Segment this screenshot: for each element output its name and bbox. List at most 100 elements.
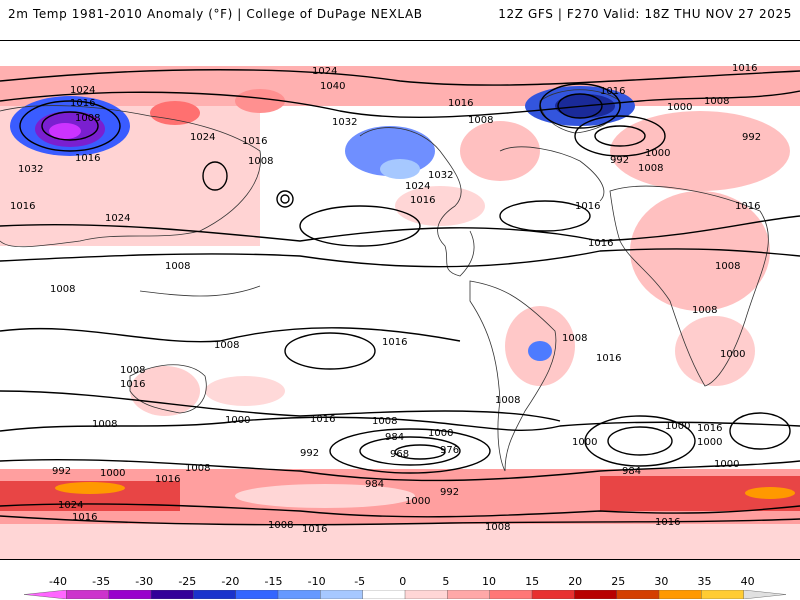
- isobar-label: 1008: [468, 115, 493, 126]
- legend-color-swatch: [616, 590, 660, 599]
- isobar-label: 1016: [72, 512, 97, 523]
- legend-color-swatch: [574, 590, 618, 599]
- isobar-label: 1008: [562, 333, 587, 344]
- legend-color-swatch: [404, 590, 449, 599]
- legend-tick-label: -30: [135, 575, 154, 588]
- isobar-label: 1000: [714, 459, 739, 470]
- legend-tick-label: -5: [354, 575, 366, 588]
- isobar-label: 1016: [448, 98, 473, 109]
- isobar-label: 1016: [588, 238, 613, 249]
- isobar-label: 1008: [165, 261, 190, 272]
- legend-color-swatch: [320, 590, 364, 599]
- isobar-label: 1008: [715, 261, 740, 272]
- isobar-label: 1008: [75, 113, 100, 124]
- isobar-label: 1000: [697, 437, 722, 448]
- legend-color-swatch: [24, 590, 67, 599]
- isobar-label: 1016: [575, 201, 600, 212]
- anomaly-shading: [0, 66, 800, 559]
- legend-colorbar: [24, 590, 786, 599]
- isobar-label: 1040: [320, 81, 345, 92]
- isobar-label: 992: [440, 487, 459, 498]
- isobar-labels: 1024 1016 1040 1024 1016 1008 1016 1032 …: [10, 63, 761, 535]
- legend-color-swatch: [235, 590, 279, 599]
- isobar-label: 1000: [405, 496, 430, 507]
- legend-color-swatch: [150, 590, 195, 599]
- legend-tick-label: 10: [482, 575, 496, 588]
- legend-tick-label: -10: [307, 575, 326, 588]
- isobar-label: 1008: [185, 463, 210, 474]
- legend-color-swatch: [701, 590, 745, 599]
- isobar-label: 1008: [214, 340, 239, 351]
- isobar-label: 1000: [645, 148, 670, 159]
- isobar-label: 1016: [10, 201, 35, 212]
- legend-tick-label: 0: [399, 575, 407, 588]
- isobar-label: 1032: [18, 164, 43, 175]
- legend-tick-label: 5: [442, 575, 450, 588]
- isobar-label: 1016: [242, 136, 267, 147]
- isobar-label: 1008: [268, 520, 293, 531]
- legend-tick-label: 30: [654, 575, 669, 588]
- isobar-label: 1000: [720, 349, 745, 360]
- pressure-isobars: [0, 69, 800, 526]
- isobar-label: 1016: [382, 337, 407, 348]
- isobar-label: 1000: [572, 437, 597, 448]
- legend-color-swatch: [658, 590, 703, 599]
- legend-color-swatch: [277, 590, 322, 599]
- isobar-label: 1008: [120, 365, 145, 376]
- isobar-label: 1024: [105, 213, 130, 224]
- isobar-label: 984: [365, 479, 384, 490]
- isobar-label: 1008: [704, 96, 729, 107]
- isobar-label: 1016: [155, 474, 180, 485]
- legend-tick-label: 15: [525, 575, 540, 588]
- legend-color-swatch: [108, 590, 152, 599]
- isobar-label: 1008: [372, 416, 397, 427]
- isobar-label: 1016: [735, 201, 760, 212]
- isobar-label: 992: [610, 155, 629, 166]
- isobar-label: 1008: [248, 156, 273, 167]
- legend-tick-label: -40: [49, 575, 67, 588]
- anomaly-map: 1024 1016 1040 1024 1016 1008 1016 1032 …: [0, 40, 800, 560]
- legend-color-swatch: [743, 590, 786, 599]
- isobar-label: 968: [390, 449, 409, 460]
- isobar-label: 1016: [732, 63, 757, 74]
- legend-tick-label: -35: [92, 575, 111, 588]
- legend-tick-label: -20: [221, 575, 240, 588]
- isobar-label: 1016: [410, 195, 435, 206]
- isobar-label: 1000: [100, 468, 125, 479]
- isobar-label: 1024: [58, 500, 83, 511]
- coastlines: [0, 89, 769, 472]
- legend-color-swatch: [66, 590, 110, 599]
- isobar-label: 1008: [692, 305, 717, 316]
- isobar-label: 1000: [428, 428, 453, 439]
- isobar-label: 1032: [332, 117, 357, 128]
- isobar-label: 1000: [225, 415, 250, 426]
- isobar-label: 1024: [312, 66, 337, 77]
- isobar-label: 1000: [665, 421, 690, 432]
- legend-tick-label: 20: [568, 575, 583, 588]
- isobar-label: 992: [52, 466, 71, 477]
- isobar-label: 1016: [600, 86, 625, 97]
- isobar-label: 1032: [428, 170, 453, 181]
- isobar-label: 1016: [302, 524, 327, 535]
- legend-color-swatch: [447, 590, 491, 599]
- isobar-label: 1016: [70, 98, 95, 109]
- isobar-label: 1016: [697, 423, 722, 434]
- isobar-label: 1016: [75, 153, 100, 164]
- model-run-info: 12Z GFS | F270 Valid: 18Z THU NOV 27 202…: [498, 7, 792, 21]
- isobar-label: 1024: [405, 181, 430, 192]
- map-title: 2m Temp 1981-2010 Anomaly (°F) | College…: [8, 7, 423, 21]
- legend-tick-label: -15: [264, 575, 283, 588]
- legend-color-swatch: [193, 590, 237, 599]
- isobar-label: 1000: [667, 102, 692, 113]
- isobar-label: 1016: [596, 353, 621, 364]
- isobar-label: 1008: [485, 522, 510, 533]
- isobar-label: 1024: [70, 85, 95, 96]
- isobar-label: 992: [742, 132, 761, 143]
- isobar-label: 1016: [655, 517, 680, 528]
- isobar-label: 1008: [92, 419, 117, 430]
- isobar-label: 1008: [638, 163, 663, 174]
- legend-color-swatch: [531, 590, 576, 599]
- isobar-label: 984: [385, 432, 404, 443]
- isobar-label: 1008: [495, 395, 520, 406]
- legend-color-swatch: [489, 590, 533, 599]
